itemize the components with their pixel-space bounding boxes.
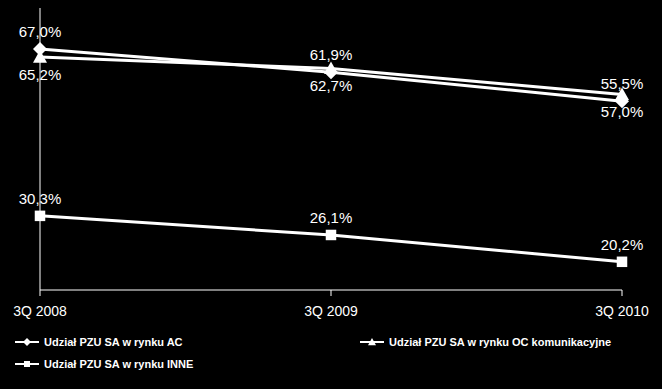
svg-text:3Q 2009: 3Q 2009 [304,303,358,319]
html-text:Udział PZU SA w rynku INNE: Udział PZU SA w rynku INNE [44,358,194,370]
svg-text:30,3%: 30,3% [19,190,62,207]
svg-text:67,0%: 67,0% [19,23,62,40]
svg-text:26,1%: 26,1% [310,209,353,226]
svg-text:65,2%: 65,2% [19,66,62,83]
html-text:Udział PZU SA w rynku AC: Udział PZU SA w rynku AC [44,336,183,348]
svg-text:61,9%: 61,9% [310,46,353,63]
html-text:Udział PZU SA w rynku OC komun: Udział PZU SA w rynku OC komunikacyjne [389,336,612,348]
svg-text:57,0%: 57,0% [601,103,644,120]
svg-text:3Q 2008: 3Q 2008 [13,303,67,319]
svg-text:3Q 2010: 3Q 2010 [595,303,649,319]
svg-text:55,5%: 55,5% [601,75,644,92]
svg-text:20,2%: 20,2% [601,236,644,253]
svg-text:62,7%: 62,7% [310,77,353,94]
